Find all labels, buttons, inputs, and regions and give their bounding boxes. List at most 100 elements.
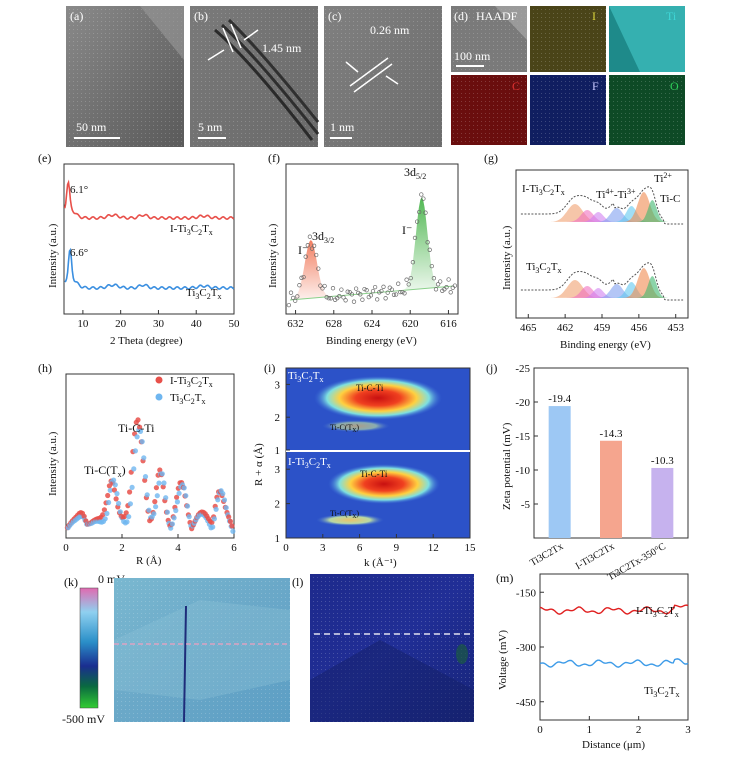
data-point [131, 466, 137, 472]
data-point [402, 291, 407, 296]
fit-component [573, 212, 622, 222]
wt-upper-tictx: Ti-C(Tx) [330, 423, 359, 434]
fit-component [592, 208, 641, 222]
x-tick-label: 20 [115, 318, 127, 330]
data-point [141, 455, 147, 461]
fit-component [573, 288, 622, 298]
data-point [183, 493, 189, 499]
ylabel-h: Intensity (a.u.) [47, 431, 59, 496]
plot-frame-e [63, 163, 235, 315]
data-point [351, 299, 357, 304]
panel-m-letter: (m) [496, 571, 513, 585]
data-point [347, 290, 352, 295]
data-point [151, 511, 157, 517]
data-point [322, 283, 327, 289]
data-point [375, 297, 380, 302]
series-line-ti3c2tx [64, 247, 235, 291]
x-tick-label: 1 [587, 724, 593, 736]
data-point [81, 513, 87, 519]
data-point [362, 286, 367, 292]
data-point [341, 295, 346, 300]
panel-b-letter: (b) [194, 9, 208, 23]
data-point [163, 495, 169, 501]
xlabel-i: k (Å⁻¹) [364, 557, 397, 569]
wt-upper-name: Ti3C2Tx [288, 370, 323, 384]
data-point [364, 288, 369, 293]
data-point [452, 283, 458, 288]
haadf-label: HAADF [476, 9, 518, 23]
data-point [286, 302, 292, 308]
warm-upper-low [322, 420, 390, 432]
data-point [377, 290, 382, 295]
data-point [343, 298, 348, 303]
y-tick-label: -10 [515, 465, 530, 477]
fit-component [627, 200, 676, 222]
data-point [303, 254, 308, 259]
data-point [414, 219, 420, 224]
data-point [324, 295, 329, 300]
data-point [330, 286, 336, 291]
peak-fill-3d32 [287, 240, 334, 300]
data-point [135, 417, 141, 423]
data-point [114, 491, 120, 497]
colorbar-bottom-label: -500 mV [62, 712, 105, 726]
data-point [345, 289, 350, 294]
data-point [211, 516, 217, 522]
ylabel-i: R + α (Å) [253, 443, 265, 486]
y-tick-label: -25 [515, 363, 530, 375]
fit-component [619, 268, 668, 298]
panel-d-letter: (d) [454, 9, 468, 23]
y-tick-label: 2 [275, 499, 281, 511]
data-point [105, 492, 111, 499]
chart-f-xps-i: (f) 632 628 624 620 616 3d3/2 3d5/2 I⁻ I⁻ Bi… [267, 151, 459, 347]
arrow-c-left [345, 61, 359, 73]
bar [600, 440, 622, 538]
hot-upper [314, 376, 442, 420]
legend-m-red: I-Ti3C2Tx [636, 605, 679, 619]
data-point [107, 487, 113, 493]
scale-b-label: 5 nm [198, 120, 223, 134]
chart-m-potential: (m) 0 1 2 3 -150 -300 -450 I-Ti3C2Tx Ti3C2Tx D… [496, 571, 691, 751]
data-point [305, 243, 310, 248]
data-point [152, 499, 158, 505]
data-point [288, 290, 294, 295]
data-point [117, 509, 123, 515]
legend-h-red: I-Ti3C2Tx [170, 375, 213, 389]
eds-label-i: I [592, 9, 596, 23]
y-tick-label: -5 [521, 499, 531, 511]
eds-label-o: O [670, 79, 679, 93]
x-tick-label: 0 [537, 724, 543, 736]
data-point [293, 298, 298, 303]
data-point [391, 292, 397, 297]
y-tick-label: 1 [275, 533, 281, 545]
panel-l-kpfm: (l) [292, 574, 474, 722]
comp-label-ti2: Ti2+ [654, 171, 672, 185]
x-tick-label: 6 [357, 542, 363, 554]
data-point [353, 286, 359, 291]
y-tick-label: -20 [515, 397, 530, 409]
x-tick-label: 620 [402, 318, 419, 330]
fit-component [627, 276, 676, 298]
panel-c-letter: (c) [328, 9, 341, 23]
y-tick-label: -150 [516, 587, 537, 599]
panel-l-letter: (l) [292, 575, 303, 589]
data-point [431, 276, 437, 281]
legend-h-blue: Ti3C2Tx [170, 392, 205, 406]
data-point [223, 505, 229, 511]
wt-lower-name: I-Ti3C2Tx [288, 456, 331, 470]
panel-d-eds: (d) HAADF 100 nm I Ti C F O [451, 6, 685, 145]
data-point [173, 507, 179, 514]
kpfm-colorbar [79, 587, 99, 709]
data-point [372, 284, 378, 290]
data-point [127, 501, 133, 507]
data-point [221, 497, 228, 503]
data-point [146, 507, 152, 513]
data-point [421, 196, 426, 201]
wt-lower-tictx: Ti-C(Tx) [330, 509, 359, 520]
bar-value-label: -10.3 [651, 455, 674, 467]
x-tick-label: 632 [287, 318, 304, 330]
y-tick-label: -300 [516, 642, 537, 654]
data-point [408, 275, 413, 281]
legend-m-blue: Ti3C2Tx [644, 685, 679, 699]
